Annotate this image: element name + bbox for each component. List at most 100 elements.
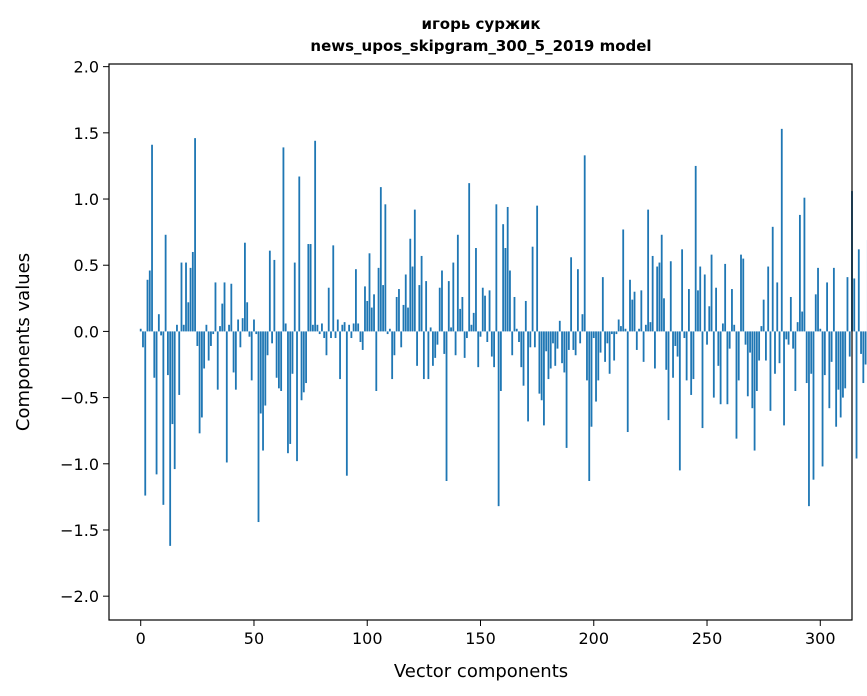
bar-24 xyxy=(194,138,196,332)
bar-170 xyxy=(524,300,527,332)
bar-88 xyxy=(339,331,341,380)
bar-124 xyxy=(420,255,423,332)
bar-175 xyxy=(536,205,539,332)
bar-2 xyxy=(144,331,147,496)
bar-315 xyxy=(853,278,856,332)
bar-188 xyxy=(565,331,568,448)
bar-285 xyxy=(785,331,788,340)
bar-19 xyxy=(182,324,185,332)
bar-140 xyxy=(456,234,459,332)
bar-69 xyxy=(296,331,298,462)
bar-105 xyxy=(377,267,380,332)
bar-31 xyxy=(210,331,212,346)
bar-209 xyxy=(613,331,616,361)
bar-251 xyxy=(708,306,711,332)
bar-67 xyxy=(291,331,294,374)
bar-22 xyxy=(189,267,192,332)
bar-178 xyxy=(543,331,545,426)
bar-55 xyxy=(264,331,267,406)
bar-4 xyxy=(148,270,151,332)
bar-219 xyxy=(635,331,638,350)
bar-303 xyxy=(826,282,828,332)
bar-291 xyxy=(798,214,801,332)
bar-142 xyxy=(461,296,464,332)
bar-278 xyxy=(769,331,772,411)
bar-234 xyxy=(669,261,672,332)
bar-179 xyxy=(545,331,548,352)
bar-50 xyxy=(253,319,255,332)
bar-87 xyxy=(336,319,339,332)
bar-75 xyxy=(309,244,312,332)
bar-254 xyxy=(715,287,717,332)
bar-133 xyxy=(441,270,443,332)
bar-281 xyxy=(776,282,779,332)
bar-109 xyxy=(386,331,389,335)
bar-74 xyxy=(307,244,310,332)
bar-128 xyxy=(429,327,432,332)
bar-106 xyxy=(379,187,382,332)
bar-257 xyxy=(721,323,724,332)
bar-127 xyxy=(427,331,430,380)
bar-290 xyxy=(796,322,799,332)
bar-111 xyxy=(391,331,394,380)
bar-110 xyxy=(388,328,391,332)
bar-134 xyxy=(443,331,446,354)
bar-215 xyxy=(626,331,629,433)
bar-298 xyxy=(814,294,817,332)
bar-101 xyxy=(368,253,371,332)
bar-129 xyxy=(432,331,434,366)
bar-73 xyxy=(305,331,307,384)
y-axis-label: Components values xyxy=(13,253,34,431)
bar-125 xyxy=(422,331,425,380)
y-tick-label: 1.0 xyxy=(74,190,99,209)
y-tick-label: 2.0 xyxy=(74,58,99,77)
bar-255 xyxy=(717,331,720,366)
bar-267 xyxy=(744,331,747,345)
y-tick-label: 1.5 xyxy=(74,124,99,143)
bar-180 xyxy=(547,331,550,380)
bar-171 xyxy=(527,331,529,422)
bar-146 xyxy=(470,324,473,332)
x-tick-label: 300 xyxy=(805,629,836,648)
bar-311 xyxy=(844,331,847,389)
bar-190 xyxy=(570,257,573,332)
bar-35 xyxy=(219,326,221,332)
bar-120 xyxy=(411,266,414,332)
bar-232 xyxy=(665,331,668,370)
bar-243 xyxy=(690,331,693,395)
bar-280 xyxy=(774,331,776,374)
bar-172 xyxy=(529,331,532,348)
bar-154 xyxy=(488,290,491,332)
bar-157 xyxy=(495,204,498,332)
bar-118 xyxy=(407,307,409,332)
bar-177 xyxy=(540,331,543,401)
bar-136 xyxy=(447,281,450,332)
bar-205 xyxy=(604,331,606,362)
bar-316 xyxy=(855,331,858,459)
bar-288 xyxy=(792,331,795,349)
bar-308 xyxy=(837,331,840,390)
bar-107 xyxy=(382,285,384,332)
bar-148 xyxy=(475,248,477,332)
bar-43 xyxy=(237,319,240,332)
bar-113 xyxy=(395,296,398,332)
bar-161 xyxy=(504,248,507,332)
bar-138 xyxy=(452,262,455,332)
plot-frame xyxy=(108,63,853,621)
bar-145 xyxy=(468,183,471,332)
bar-85 xyxy=(332,245,335,332)
bar-144 xyxy=(466,331,468,339)
x-tick-label: 100 xyxy=(352,629,383,648)
bar-241 xyxy=(685,331,688,381)
bar-32 xyxy=(212,331,215,335)
bar-270 xyxy=(751,331,754,409)
bar-312 xyxy=(846,277,849,332)
bar-220 xyxy=(638,328,640,332)
bar-97 xyxy=(359,331,362,342)
bar-63 xyxy=(282,147,285,332)
bar-152 xyxy=(484,295,486,332)
bar-143 xyxy=(463,331,466,358)
bar-119 xyxy=(409,238,412,332)
bar-25 xyxy=(196,331,199,346)
bar-33 xyxy=(214,282,217,332)
